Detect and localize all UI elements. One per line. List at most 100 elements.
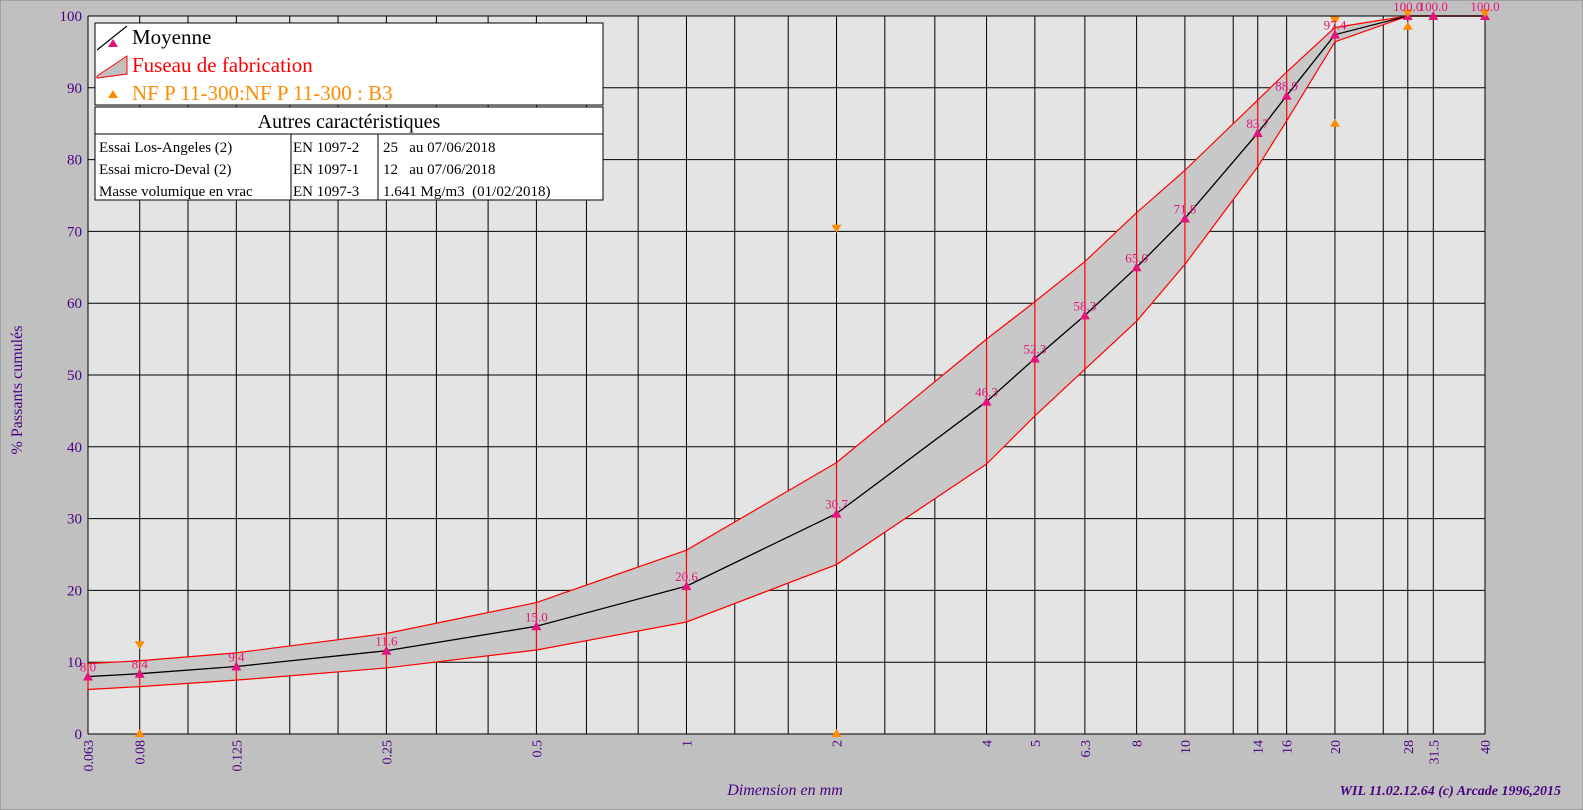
envelope-fill (88, 16, 1485, 690)
x-tick-label: 4 (981, 740, 996, 747)
data-label: 100.0 (1419, 0, 1448, 14)
data-label: 52.3 (1023, 341, 1046, 356)
data-label: 15.0 (525, 609, 548, 624)
y-tick-label: 100 (60, 9, 83, 25)
mean-marker (1029, 353, 1040, 363)
copyright-footer: WIL 11.02.12.64 (c) Arcade 1996,2015 (1340, 784, 1561, 799)
mean-marker (1428, 11, 1439, 20)
mean-marker (1179, 213, 1190, 223)
y-axis-title: % Passants cumulés (9, 326, 26, 455)
info-table-title: Autres caractéristiques (258, 111, 441, 133)
data-label: 100.0 (1393, 0, 1422, 14)
data-label: 100.0 (1470, 0, 1499, 14)
spec-max-marker (1480, 9, 1490, 18)
x-tick-label: 8 (1131, 740, 1146, 747)
envelope-lower-line (87, 15, 1485, 691)
mean-marker (381, 645, 392, 655)
x-tick-label: 0.063 (82, 740, 97, 772)
legend-label-envelope: Fuseau de fabrication (132, 53, 313, 77)
spec-markers (134, 9, 1490, 737)
data-label: 83.7 (1246, 116, 1269, 131)
x-tick-label: 31.5 (1427, 740, 1442, 765)
legend-swatch-envelope (96, 55, 128, 79)
data-label: 9.4 (228, 650, 245, 665)
x-axis-title: Dimension en mm (726, 782, 843, 799)
x-tick-label: 6.3 (1079, 740, 1094, 758)
x-tick-label: 28 (1402, 740, 1417, 754)
legend: Moyenne Fuseau de fabrication NF P 11-30… (94, 22, 604, 106)
info-row-1-name: Essai Los-Angeles (2) (99, 140, 232, 156)
legend-box (94, 22, 604, 106)
spec-min-marker (1329, 118, 1340, 127)
y-tick-label: 50 (67, 368, 82, 384)
spec-max-marker (1402, 9, 1413, 18)
y-tick-label: 20 (67, 583, 82, 599)
legend-marker-mean (108, 39, 118, 47)
spec-max-marker (134, 641, 145, 650)
x-tick-label: 0.5 (530, 740, 545, 758)
mean-marker (831, 508, 842, 518)
mean-marker (83, 671, 93, 681)
axes: 0 10 20 30 40 50 60 70 80 90 100 0.063 0.08 0.125 0.25… (60, 9, 1495, 772)
data-label: 58.3 (1074, 298, 1097, 313)
mean-marker (531, 621, 542, 631)
y-tick-label: 70 (67, 224, 82, 240)
legend-marker-spec (108, 90, 118, 98)
x-tick-label: 20 (1329, 740, 1344, 754)
info-table: Autres caractéristiques Essai Los-Angele… (94, 106, 604, 201)
mean-marker (1281, 90, 1292, 100)
data-label: 11.6 (375, 634, 398, 649)
mean-marker (134, 668, 145, 678)
y-tick-label: 40 (67, 440, 82, 456)
data-label: 8.4 (132, 657, 149, 672)
data-label: 65.0 (1125, 250, 1148, 265)
info-row-3-value: 1.641 Mg/m3 (01/02/2018) (383, 184, 551, 200)
data-labels: 8.0 8.4 9.4 11.6 15.0 20.6 30.7 46.3 52.3 58.3 65.… (80, 0, 1500, 675)
data-label: 20.6 (675, 569, 698, 584)
y-tick-label: 90 (67, 81, 82, 97)
legend-label-spec: NF P 11-300:NF P 11-300 : B3 (132, 81, 393, 105)
info-row-2-value: 12 au 07/06/2018 (383, 162, 496, 178)
grid (87, 15, 1486, 735)
production-envelope (87, 15, 1485, 691)
mean-marker (1252, 128, 1263, 138)
envelope-upper-line (87, 15, 1485, 665)
info-row-1-standard: EN 1097-2 (293, 140, 359, 156)
data-label: 97.4 (1324, 18, 1347, 33)
mean-marker (231, 661, 242, 671)
x-tick-label: 1 (680, 740, 695, 747)
y-tick-label: 0 (75, 727, 83, 743)
legend-label-mean: Moyenne (132, 25, 211, 49)
info-row-3-name: Masse volumique en vrac (99, 184, 253, 200)
x-tick-label: 16 (1281, 740, 1296, 754)
info-row-2-name: Essai micro-Deval (2) (99, 162, 231, 178)
x-tick-label: 10 (1179, 740, 1194, 754)
y-tick-label: 60 (67, 296, 82, 312)
x-tick-label: 0.125 (230, 740, 245, 772)
x-tick-label: 14 (1252, 740, 1267, 754)
spec-min-marker (831, 729, 842, 737)
info-row-1-value: 25 au 07/06/2018 (383, 140, 496, 156)
spec-min-marker (134, 729, 145, 737)
x-tick-label: 2 (831, 740, 846, 747)
spec-max-marker (831, 224, 842, 233)
mean-line (87, 15, 1485, 678)
data-label: 71.8 (1174, 201, 1197, 216)
mean-marker (1131, 262, 1142, 272)
mean-marker (981, 396, 992, 406)
x-tick-label: 0.25 (380, 740, 395, 765)
data-label: 46.3 (975, 385, 998, 400)
data-label: 8.0 (80, 660, 96, 675)
y-tick-label: 10 (67, 655, 82, 671)
legend-line-mean (96, 25, 128, 51)
mean-marker (681, 581, 692, 591)
spec-min-marker (1402, 21, 1413, 30)
data-label: 30.7 (825, 497, 848, 512)
x-tick-label: 5 (1029, 740, 1044, 747)
mean-marker (1079, 310, 1090, 320)
info-table-box (94, 106, 604, 201)
mean-marker (1329, 29, 1340, 39)
x-tick-label: 40 (1479, 740, 1494, 754)
info-row-3-standard: EN 1097-3 (293, 184, 359, 200)
